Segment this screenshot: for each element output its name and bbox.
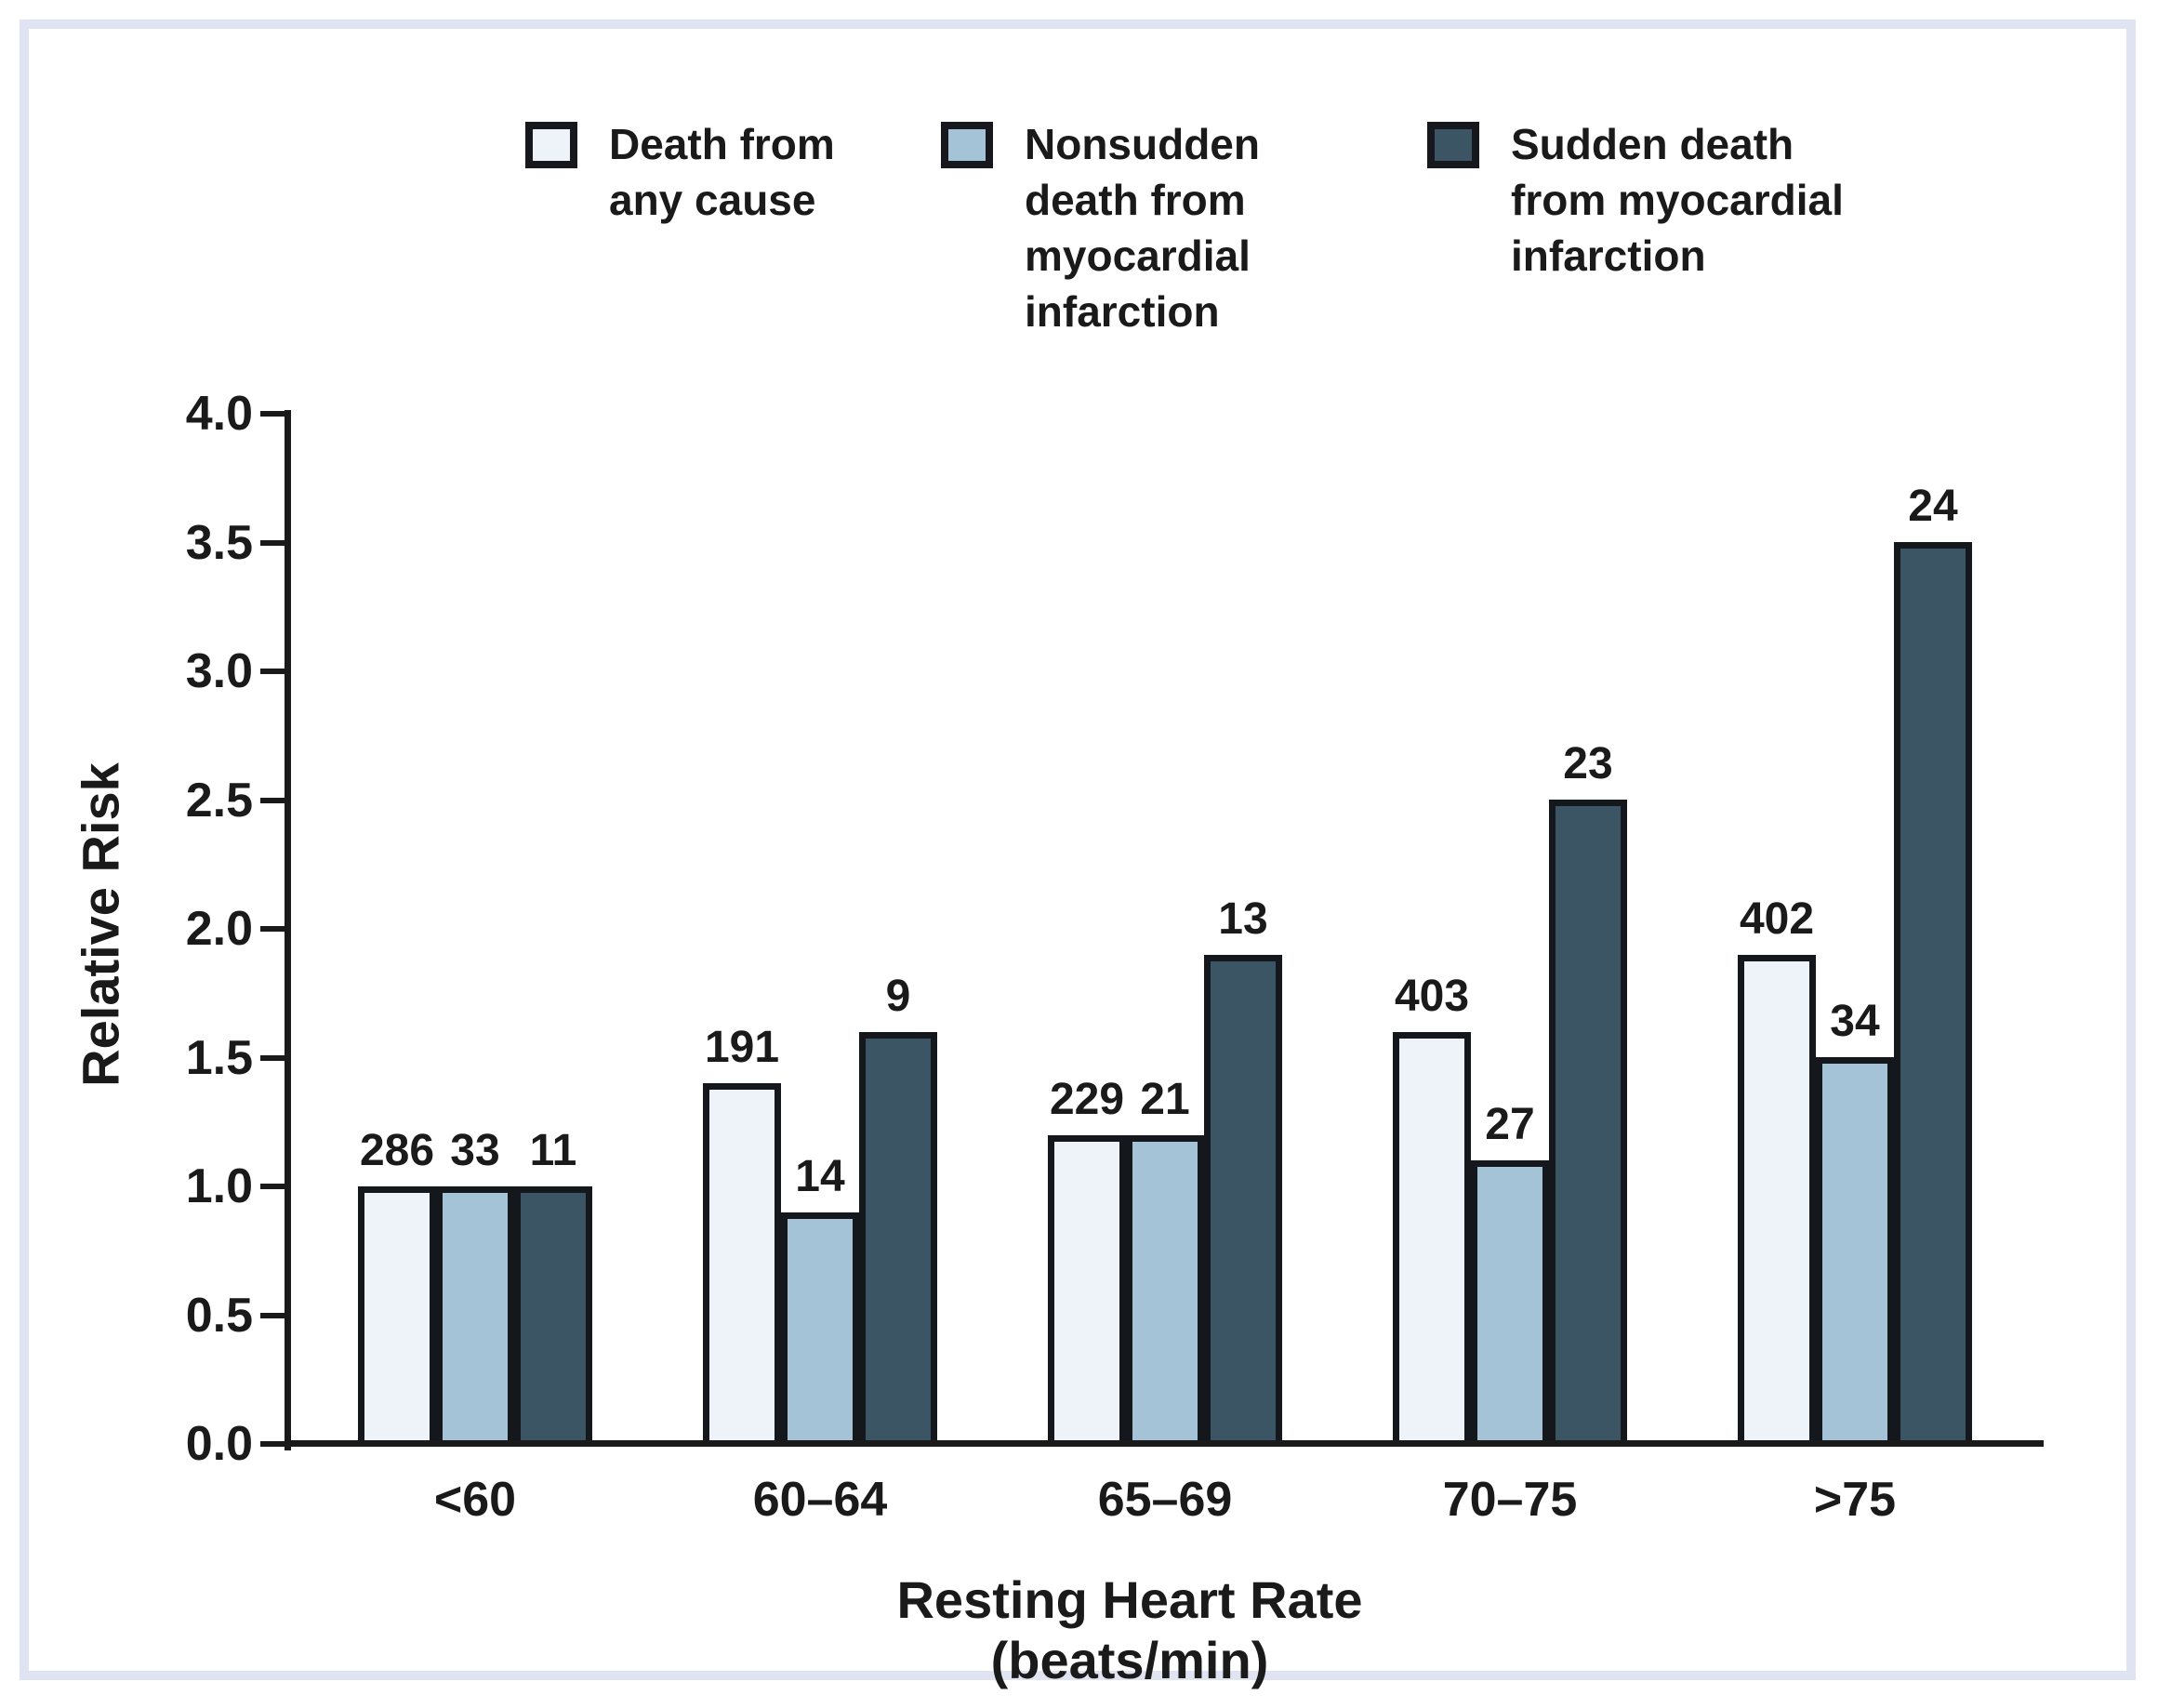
bar bbox=[1204, 955, 1282, 1444]
bar bbox=[1549, 800, 1627, 1444]
bar-value-label: 9 bbox=[885, 972, 911, 1021]
bar-value-label: 402 bbox=[1739, 894, 1815, 944]
bar bbox=[859, 1032, 937, 1444]
y-tick bbox=[260, 1054, 285, 1061]
bar-value-label: 229 bbox=[1049, 1075, 1125, 1124]
y-tick bbox=[260, 1184, 285, 1189]
x-category-label: 65–69 bbox=[1097, 1473, 1233, 1527]
x-category-label: 70–75 bbox=[1442, 1473, 1578, 1527]
y-tick-label: 0.5 bbox=[185, 1288, 253, 1343]
y-tick-label: 1.0 bbox=[185, 1159, 253, 1213]
legend-swatch-nonsudden-death-icon bbox=[941, 122, 993, 168]
y-tick-label: 1.5 bbox=[185, 1030, 253, 1085]
bar bbox=[1816, 1057, 1894, 1444]
bar bbox=[1393, 1032, 1471, 1444]
x-axis-title: Resting Heart Rate (beats/min) bbox=[896, 1570, 1363, 1689]
bar bbox=[1048, 1135, 1126, 1444]
y-axis-line bbox=[285, 410, 291, 1450]
y-tick-label: 2.5 bbox=[185, 773, 253, 828]
bar-value-label: 286 bbox=[359, 1126, 435, 1175]
y-tick bbox=[260, 797, 285, 803]
bar-value-label: 24 bbox=[1908, 482, 1958, 531]
bar-value-label: 14 bbox=[795, 1152, 845, 1201]
legend-swatch-sudden-death-icon bbox=[1427, 122, 1479, 168]
y-tick bbox=[260, 1312, 285, 1318]
y-tick-label: 0.0 bbox=[185, 1417, 253, 1471]
y-tick-label: 3.0 bbox=[185, 644, 253, 698]
bar bbox=[436, 1186, 514, 1444]
y-tick-label: 4.0 bbox=[185, 387, 253, 441]
legend-label: Death from any cause bbox=[609, 120, 835, 224]
bar bbox=[703, 1083, 781, 1444]
y-tick-label: 3.5 bbox=[185, 515, 253, 570]
y-tick bbox=[260, 1441, 285, 1447]
bar bbox=[1126, 1135, 1204, 1444]
y-tick bbox=[260, 539, 285, 546]
bar-value-label: 27 bbox=[1485, 1100, 1535, 1149]
x-category-label: >75 bbox=[1813, 1473, 1897, 1527]
bar bbox=[358, 1186, 436, 1444]
bar-value-label: 13 bbox=[1218, 894, 1268, 944]
bar-value-label: 403 bbox=[1394, 972, 1470, 1021]
bar-value-label: 11 bbox=[529, 1126, 577, 1175]
y-tick bbox=[260, 926, 285, 932]
legend-item-sudden-death: Sudden death from myocardial infarction bbox=[1427, 116, 1844, 284]
bar-value-label: 33 bbox=[450, 1126, 500, 1175]
bar bbox=[781, 1212, 859, 1444]
x-axis-line bbox=[285, 1440, 2044, 1447]
figure-border bbox=[20, 20, 2136, 1680]
bar bbox=[1471, 1160, 1549, 1444]
legend-swatch-death-any-cause-icon bbox=[525, 122, 577, 168]
legend-label: Sudden death from myocardial infarction bbox=[1511, 120, 1844, 280]
bar-value-label: 34 bbox=[1830, 997, 1880, 1046]
bar bbox=[1894, 542, 1972, 1444]
legend-item-death-any-cause: Death from any cause bbox=[525, 116, 835, 228]
bar bbox=[514, 1186, 592, 1444]
y-tick bbox=[260, 669, 285, 674]
legend-label: Nonsudden death from myocardial infarcti… bbox=[1025, 120, 1260, 336]
bar bbox=[1738, 955, 1816, 1444]
legend-item-nonsudden-death: Nonsudden death from myocardial infarcti… bbox=[941, 116, 1260, 339]
y-tick bbox=[260, 411, 285, 417]
bar-value-label: 23 bbox=[1563, 739, 1613, 788]
y-tick-label: 2.0 bbox=[185, 902, 253, 956]
bar-value-label: 191 bbox=[704, 1023, 780, 1072]
x-category-label: <60 bbox=[433, 1473, 517, 1527]
bar-value-label: 21 bbox=[1140, 1075, 1190, 1124]
x-category-label: 60–64 bbox=[752, 1473, 888, 1527]
